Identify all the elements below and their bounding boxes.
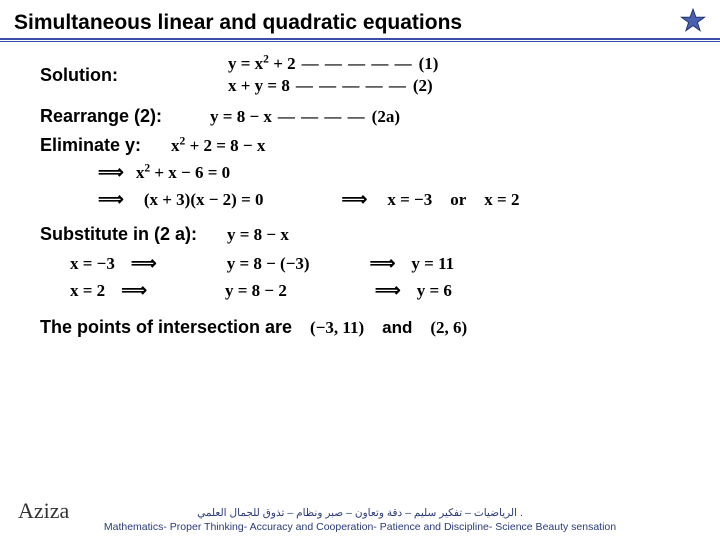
substitute-label: Substitute in (2 a): [40, 224, 197, 245]
star-icon [680, 8, 706, 34]
implies-icon: ⟹ [96, 162, 126, 183]
sub-y2-expr: y = 8 − 2 [225, 281, 287, 301]
implies-icon: ⟹ [119, 280, 149, 301]
eliminate-label: Eliminate y: [40, 135, 141, 156]
page-title: Simultaneous linear and quadratic equati… [14, 11, 462, 35]
or-text: or [450, 190, 466, 210]
solution-label: Solution: [40, 65, 118, 86]
title-rule [0, 38, 720, 40]
equation-2: x + y = 8 — — — — — (2) [228, 76, 438, 96]
rearrange-label: Rearrange (2): [40, 106, 162, 127]
sub-x2: x = 2 [70, 281, 105, 301]
sub-y1: y = 11 [411, 254, 454, 274]
and-text: and [382, 318, 412, 338]
footer-arabic: . الرياضيات – تفكير سليم – دقة وتعاون – … [0, 506, 720, 520]
implies-icon: ⟹ [340, 189, 370, 210]
conclusion-label: The points of intersection are [40, 317, 292, 338]
point-2: (2, 6) [430, 318, 467, 338]
elim-step-2: x2 + x − 6 = 0 [136, 163, 230, 183]
solution-x1: x = −3 [387, 190, 432, 210]
implies-icon: ⟹ [368, 253, 398, 274]
sub-y2: y = 6 [417, 281, 452, 301]
footer-english: Mathematics- Proper Thinking- Accuracy a… [0, 520, 720, 534]
solution-x2: x = 2 [484, 190, 519, 210]
equation-1: y = x2 + 2 — — — — — (1) [228, 54, 438, 74]
footer: . الرياضيات – تفكير سليم – دقة وتعاون – … [0, 506, 720, 534]
elim-step-3: (x + 3)(x − 2) = 0 [144, 190, 264, 210]
sub-x1: x = −3 [70, 254, 115, 274]
implies-icon: ⟹ [129, 253, 159, 274]
sub-y1-expr: y = 8 − (−3) [227, 254, 310, 274]
implies-icon: ⟹ [96, 189, 126, 210]
implies-icon: ⟹ [373, 280, 403, 301]
point-1: (−3, 11) [310, 318, 364, 338]
elim-step-1: x2 + 2 = 8 − x [171, 136, 265, 156]
equation-2a: y = 8 − x — — — — (2a) [210, 107, 400, 127]
substitute-eq: y = 8 − x [227, 225, 289, 245]
